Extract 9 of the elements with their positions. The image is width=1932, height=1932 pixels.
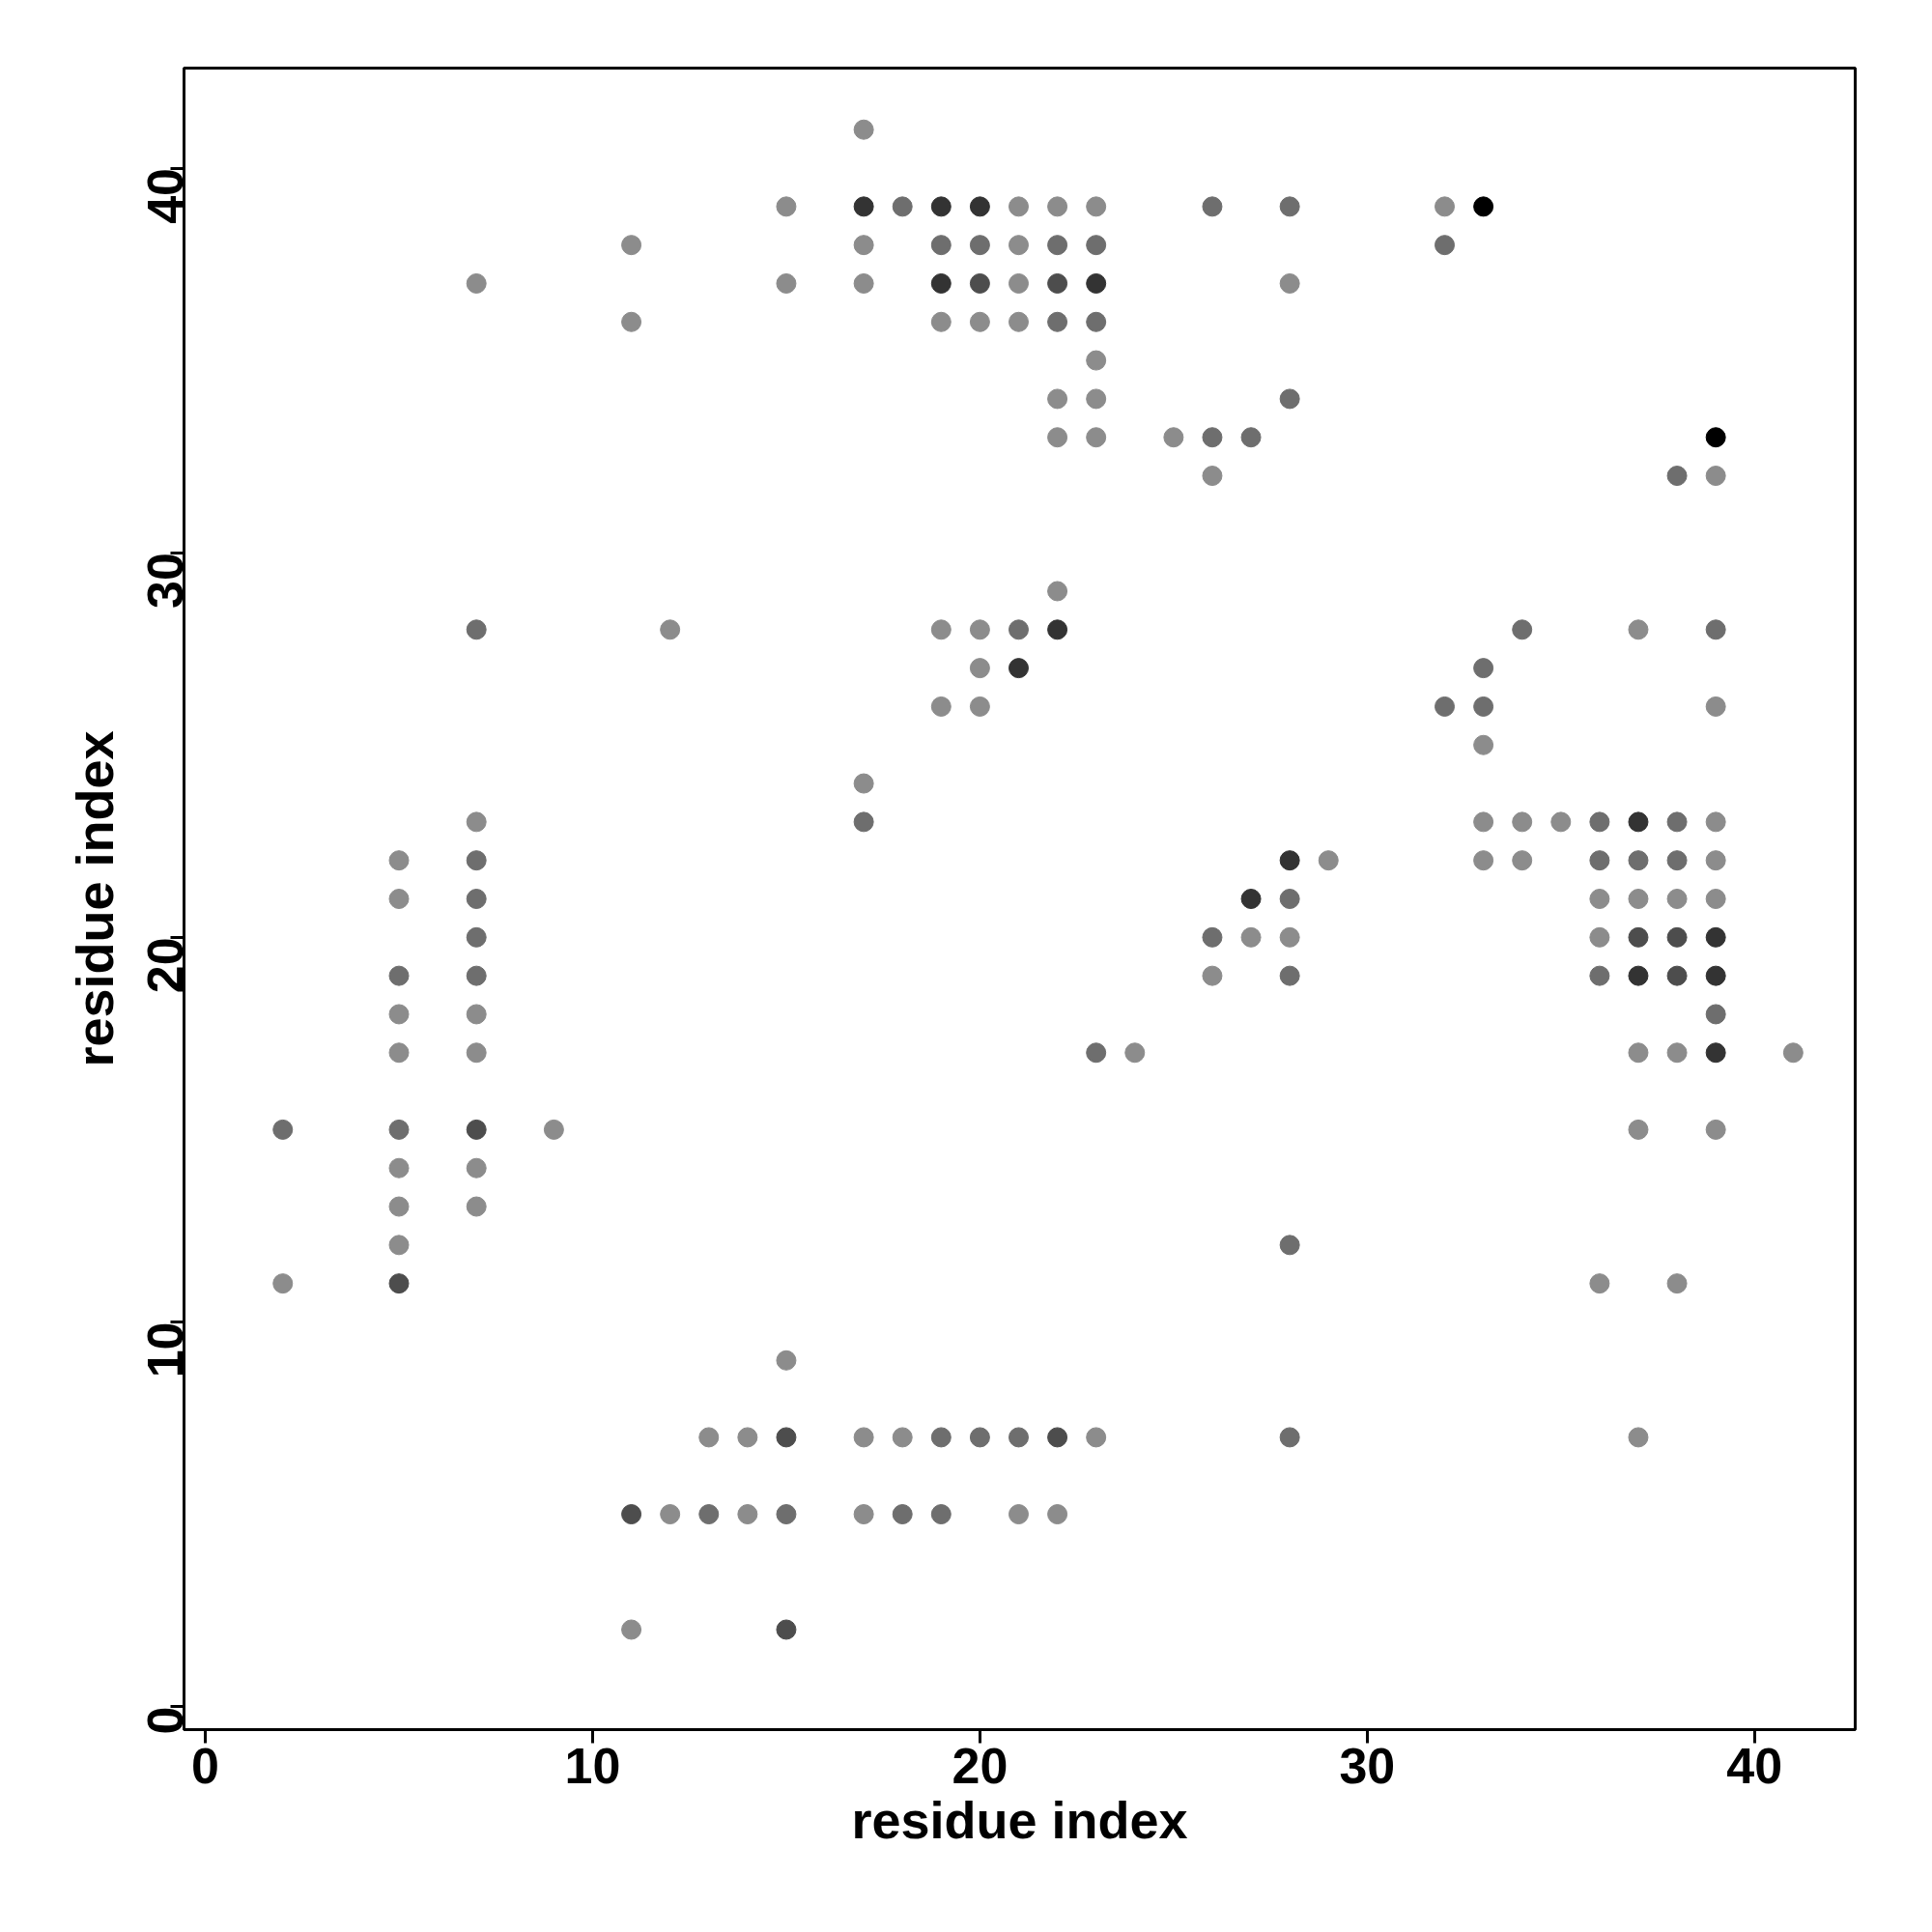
y-tick-label: 10 (137, 1321, 194, 1378)
y-tick-label: 40 (137, 168, 194, 224)
y-tick-label: 0 (137, 1706, 194, 1735)
y-axis-title: residue index (65, 730, 124, 1067)
y-tick-label: 30 (137, 553, 194, 610)
y-tick-label: 20 (137, 937, 194, 994)
x-tick-label: 10 (564, 1737, 621, 1794)
x-tick-label: 40 (1726, 1737, 1783, 1794)
x-tick-label: 30 (1339, 1737, 1396, 1794)
